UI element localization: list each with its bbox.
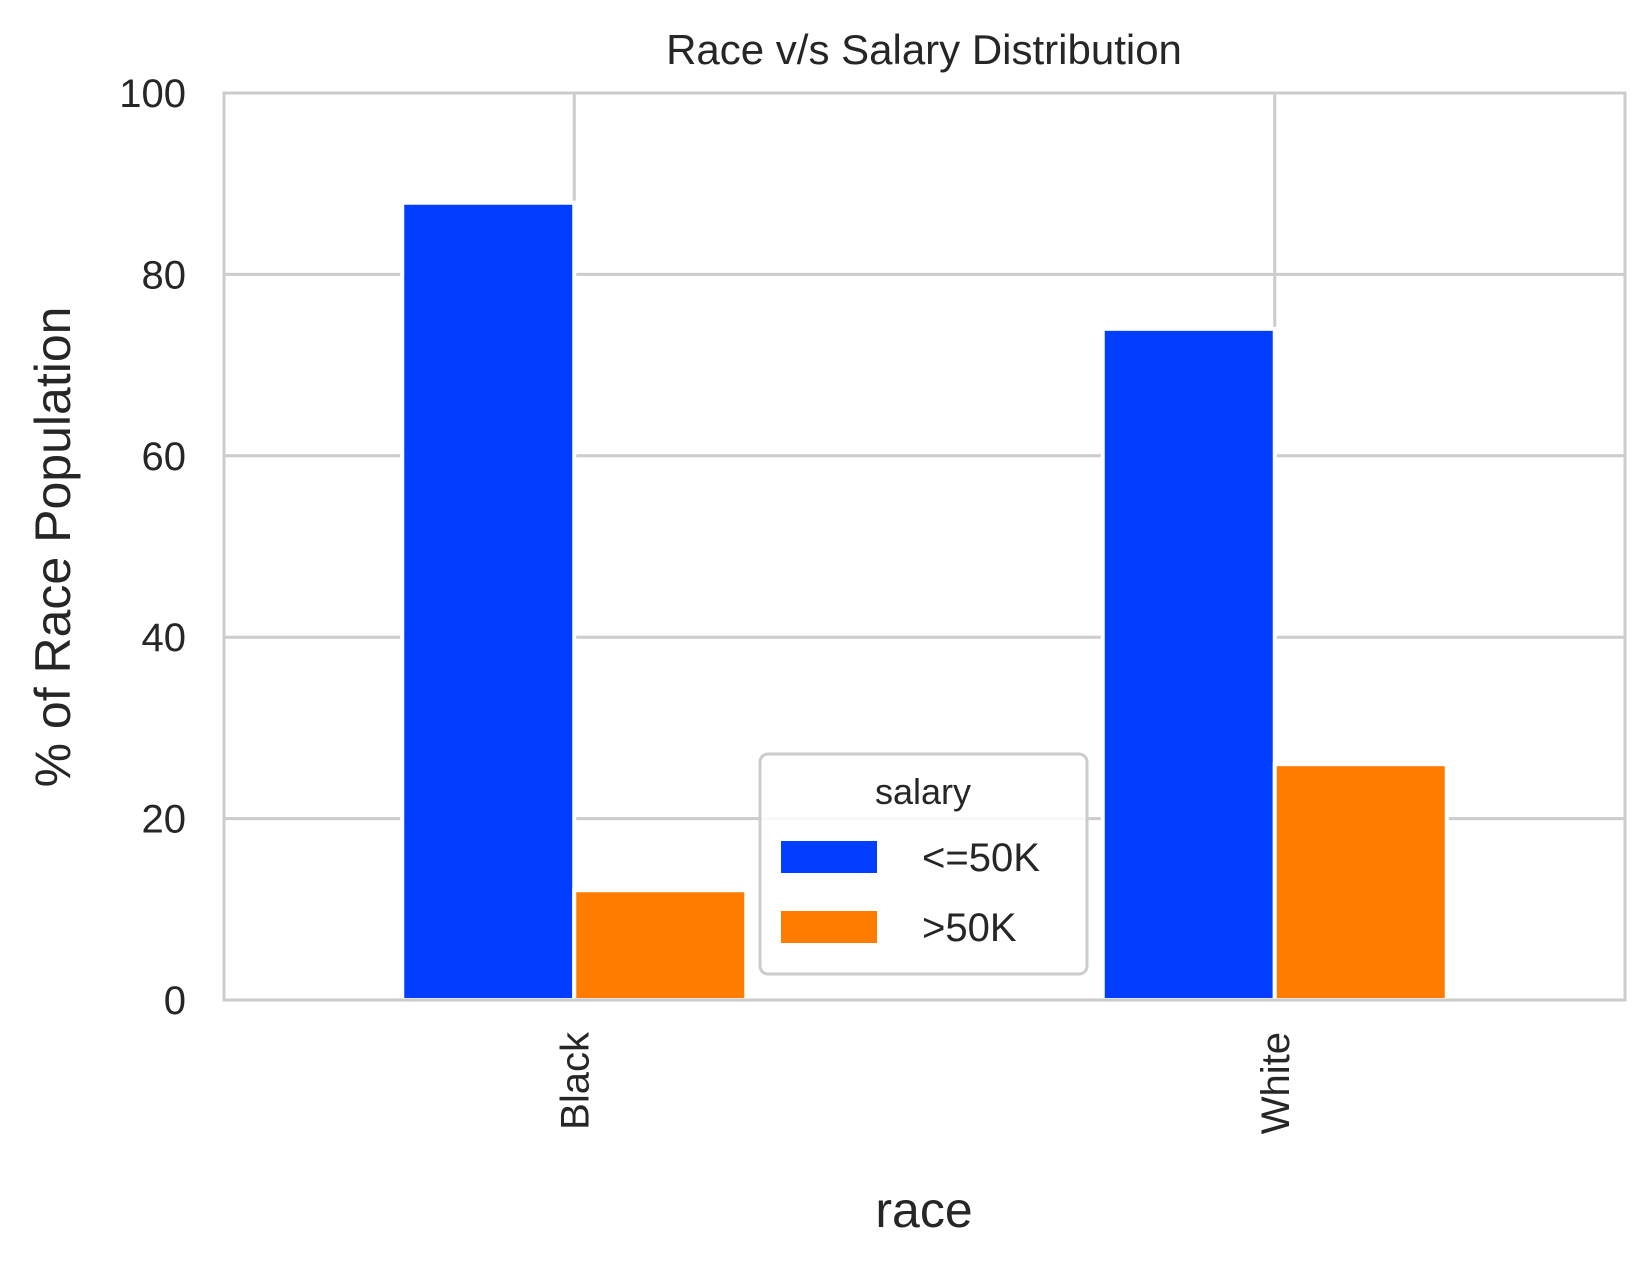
y-tick-labels: 0 20 40 60 80 100 <box>119 72 186 1023</box>
y-tick-label: 40 <box>142 616 187 660</box>
y-tick-label: 60 <box>142 435 187 479</box>
bar <box>572 888 749 1002</box>
bar <box>1272 762 1449 1002</box>
legend-swatch <box>781 911 877 943</box>
y-tick-label: 100 <box>119 72 186 116</box>
chart-title: Race v/s Salary Distribution <box>666 26 1182 73</box>
legend-label: <=50K <box>922 836 1040 880</box>
x-axis-label: race <box>875 1182 972 1238</box>
plot-frame <box>222 91 1627 1002</box>
y-tick-label: 80 <box>142 253 187 297</box>
y-tick-label: 0 <box>164 979 186 1023</box>
bar <box>400 200 577 1002</box>
x-tick-label: Black <box>553 1031 597 1130</box>
legend-label: >50K <box>922 906 1017 950</box>
bars <box>400 200 1449 1002</box>
legend-swatch <box>781 841 877 873</box>
legend-title: salary <box>875 771 971 812</box>
y-axis-label: % of Race Population <box>25 307 81 788</box>
bar <box>1100 326 1277 1002</box>
x-tick-labels: Black White <box>553 1031 1298 1134</box>
legend: salary <=50K >50K <box>758 752 1089 976</box>
x-tick-label: White <box>1254 1032 1298 1134</box>
y-tick-label: 20 <box>142 798 187 842</box>
